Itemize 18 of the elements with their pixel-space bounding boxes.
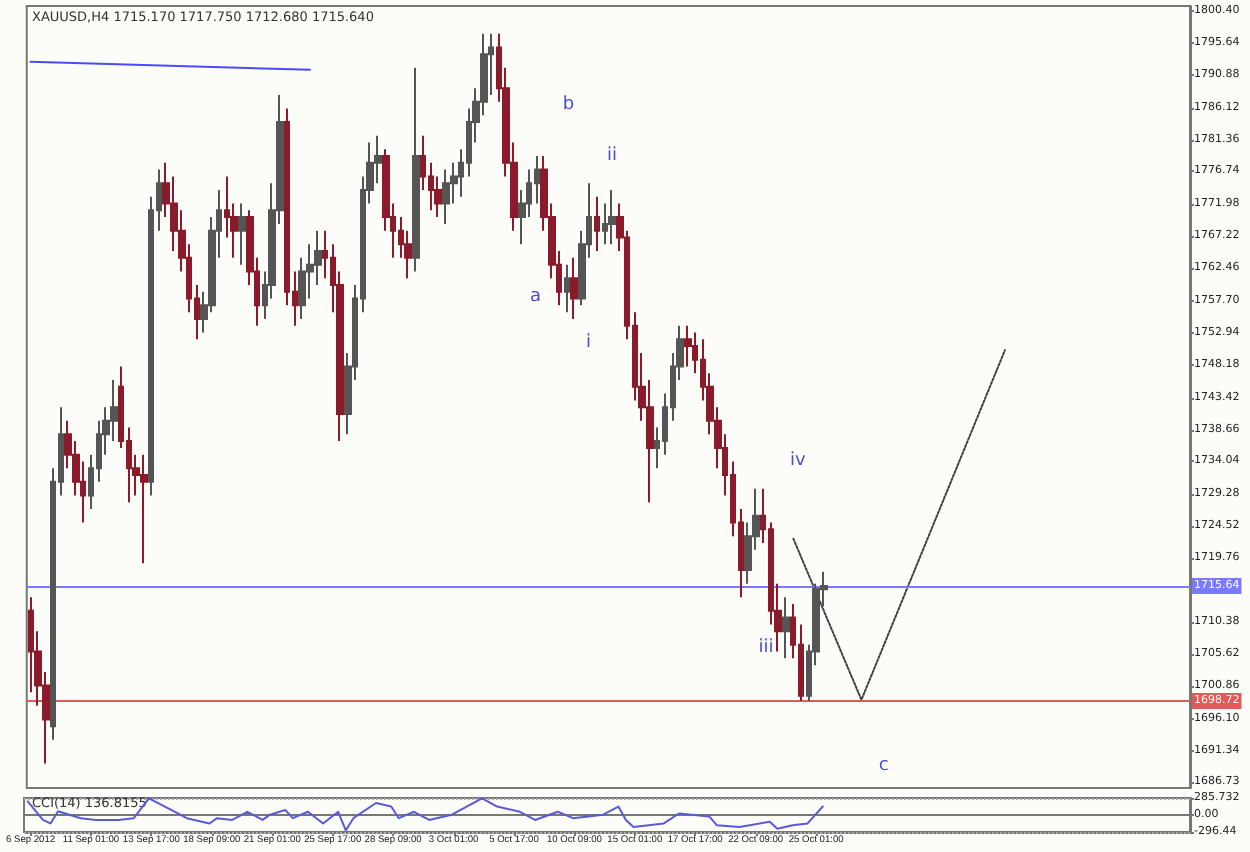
candlestick <box>442 168 450 225</box>
annotation: b <box>562 94 575 115</box>
candlestick <box>238 202 246 266</box>
annotation: iii <box>758 638 774 659</box>
annotation: i <box>586 333 592 354</box>
candlestick <box>782 596 790 660</box>
candlestick <box>570 256 578 320</box>
candlestick <box>608 188 616 246</box>
annotation: c <box>878 755 889 776</box>
annotation: iv <box>790 450 808 471</box>
candlestick <box>594 195 600 253</box>
candlestick <box>412 66 420 273</box>
annotation: a <box>530 286 542 307</box>
annotation: ii <box>607 145 618 166</box>
candlestick <box>564 263 570 314</box>
line-series <box>26 797 824 832</box>
candlestick <box>140 453 148 565</box>
candlestick <box>684 324 692 368</box>
